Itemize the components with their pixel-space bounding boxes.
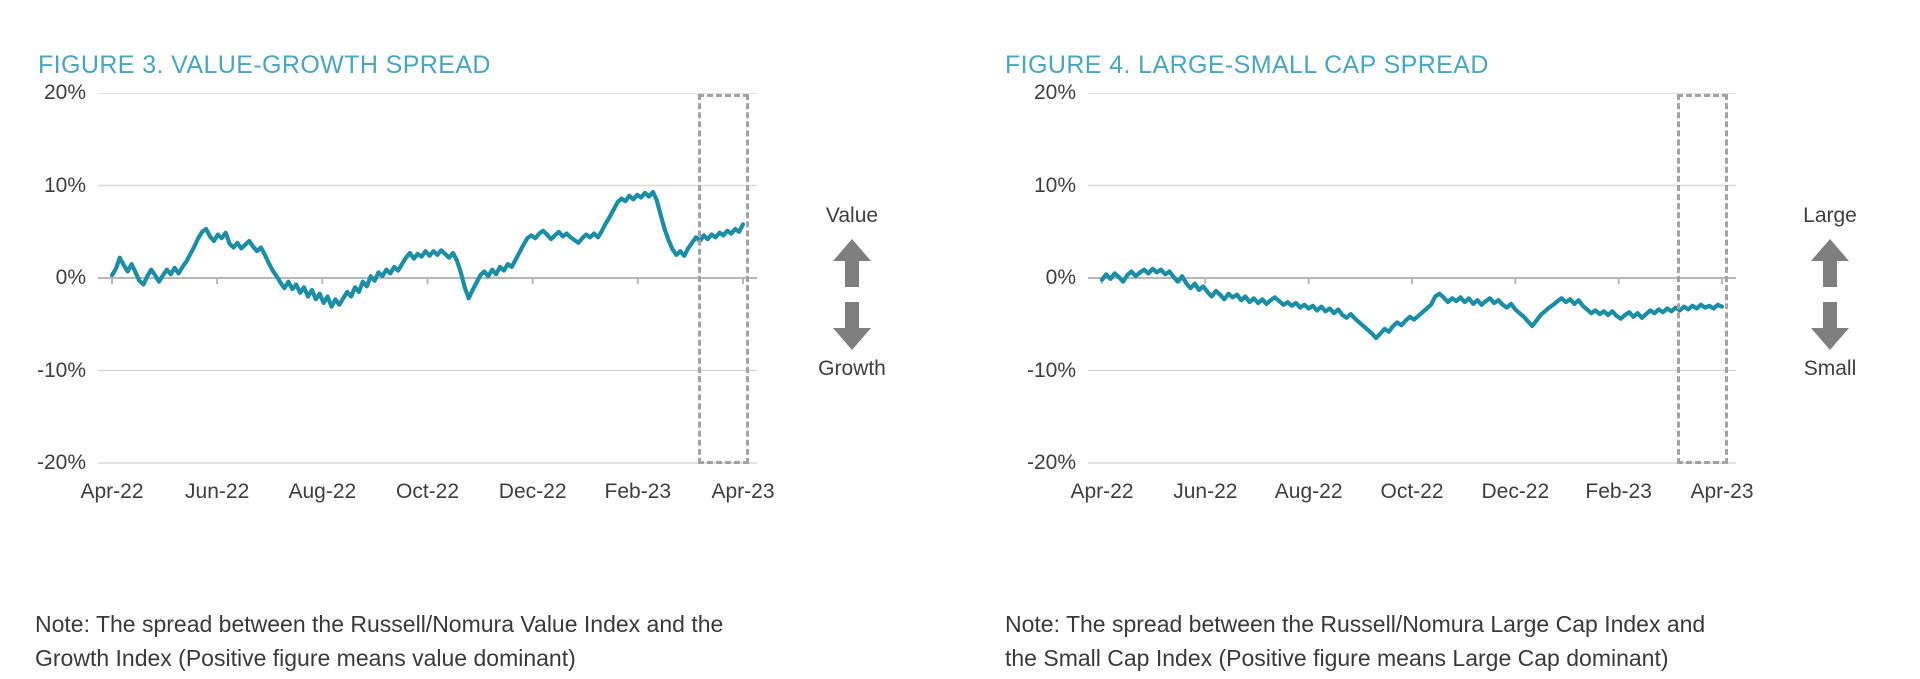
x-tick-label: Jun-22 xyxy=(1173,480,1238,503)
x-tick-label: Apr-23 xyxy=(1690,480,1754,503)
spread-line xyxy=(1099,266,1725,341)
y-axis-labels: 20% 10% 0% -10% -20% xyxy=(24,81,86,474)
x-tick-label: Jun-22 xyxy=(185,480,250,503)
x-tick-label: Aug-22 xyxy=(288,480,357,503)
direction-down-label: Growth xyxy=(818,357,886,380)
spread-line xyxy=(109,189,746,309)
highlight-box xyxy=(1677,94,1728,464)
figure-3-note: Note: The spread between the Russell/Nom… xyxy=(35,607,855,675)
x-tick-label: Feb-23 xyxy=(1585,480,1652,503)
y-tick-label: -10% xyxy=(1026,358,1076,382)
y-tick-label: 10% xyxy=(43,173,86,197)
direction-down-label: Small xyxy=(1803,357,1857,380)
x-tick-label: Feb-23 xyxy=(604,480,672,503)
y-tick-label: 20% xyxy=(43,81,86,104)
note-line-1: Note: The spread between the Russell/Nom… xyxy=(1005,611,1706,637)
figure-3-panel: FIGURE 3. VALUE-GROWTH SPREAD 20% 10% 0% -1… xyxy=(24,50,886,675)
x-axis-labels: Apr-22 Jun-22 Aug-22 Oct-22 Dec-22 Feb-23 Apr-… xyxy=(1070,480,1753,510)
direction-up-label: Large xyxy=(1803,204,1857,227)
y-axis-labels: 20% 10% 0% -10% -20% xyxy=(1014,81,1076,474)
x-tick-label: Apr-22 xyxy=(80,480,144,503)
y-tick-label: 10% xyxy=(1033,173,1076,197)
figure-4-title: FIGURE 4. LARGE-SMALL CAP SPREAD xyxy=(1005,50,1489,79)
large-small-chart-area xyxy=(1088,93,1736,473)
up-arrow-icon xyxy=(833,239,871,287)
figure-4-panel: FIGURE 4. LARGE-SMALL CAP SPREAD 20% 10% 0… xyxy=(970,0,1920,679)
direction-up-label: Value xyxy=(825,204,879,227)
figure-4-note: Note: The spread between the Russell/Nom… xyxy=(1005,607,1885,675)
down-arrow-icon xyxy=(1811,302,1849,350)
note-line-2: the Small Cap Index (Positive figure mea… xyxy=(1005,645,1669,671)
y-tick-label: -20% xyxy=(36,451,86,474)
up-arrow-icon xyxy=(1811,239,1849,287)
x-tick-label: Apr-23 xyxy=(711,480,775,503)
x-tick-label: Oct-22 xyxy=(1380,480,1444,503)
x-tick-label: Dec-22 xyxy=(498,480,567,503)
x-tick-label: Apr-22 xyxy=(1070,480,1134,503)
y-tick-label: 0% xyxy=(55,266,86,289)
y-tick-label: 20% xyxy=(1033,81,1076,104)
y-tick-label: -10% xyxy=(36,358,86,382)
large-small-spread-chart xyxy=(1088,93,1736,464)
note-line-1: Note: The spread between the Russell/Nom… xyxy=(35,611,724,637)
down-arrow-icon xyxy=(833,302,871,350)
highlight-box xyxy=(698,94,749,464)
y-tick-label: -20% xyxy=(1026,451,1076,474)
figure-3-title: FIGURE 3. VALUE-GROWTH SPREAD xyxy=(38,50,491,79)
value-growth-spread-chart xyxy=(98,93,757,464)
x-tick-label: Oct-22 xyxy=(395,480,460,503)
x-tick-label: Dec-22 xyxy=(1481,480,1550,503)
x-tick-label: Aug-22 xyxy=(1274,480,1343,503)
x-axis-labels: Apr-22 Jun-22 Aug-22 Oct-22 Dec-22 Feb-23 Apr-… xyxy=(80,480,774,510)
note-line-2: Growth Index (Positive figure means valu… xyxy=(35,645,576,671)
value-growth-chart-area xyxy=(98,93,757,473)
y-tick-label: 0% xyxy=(1045,266,1076,289)
